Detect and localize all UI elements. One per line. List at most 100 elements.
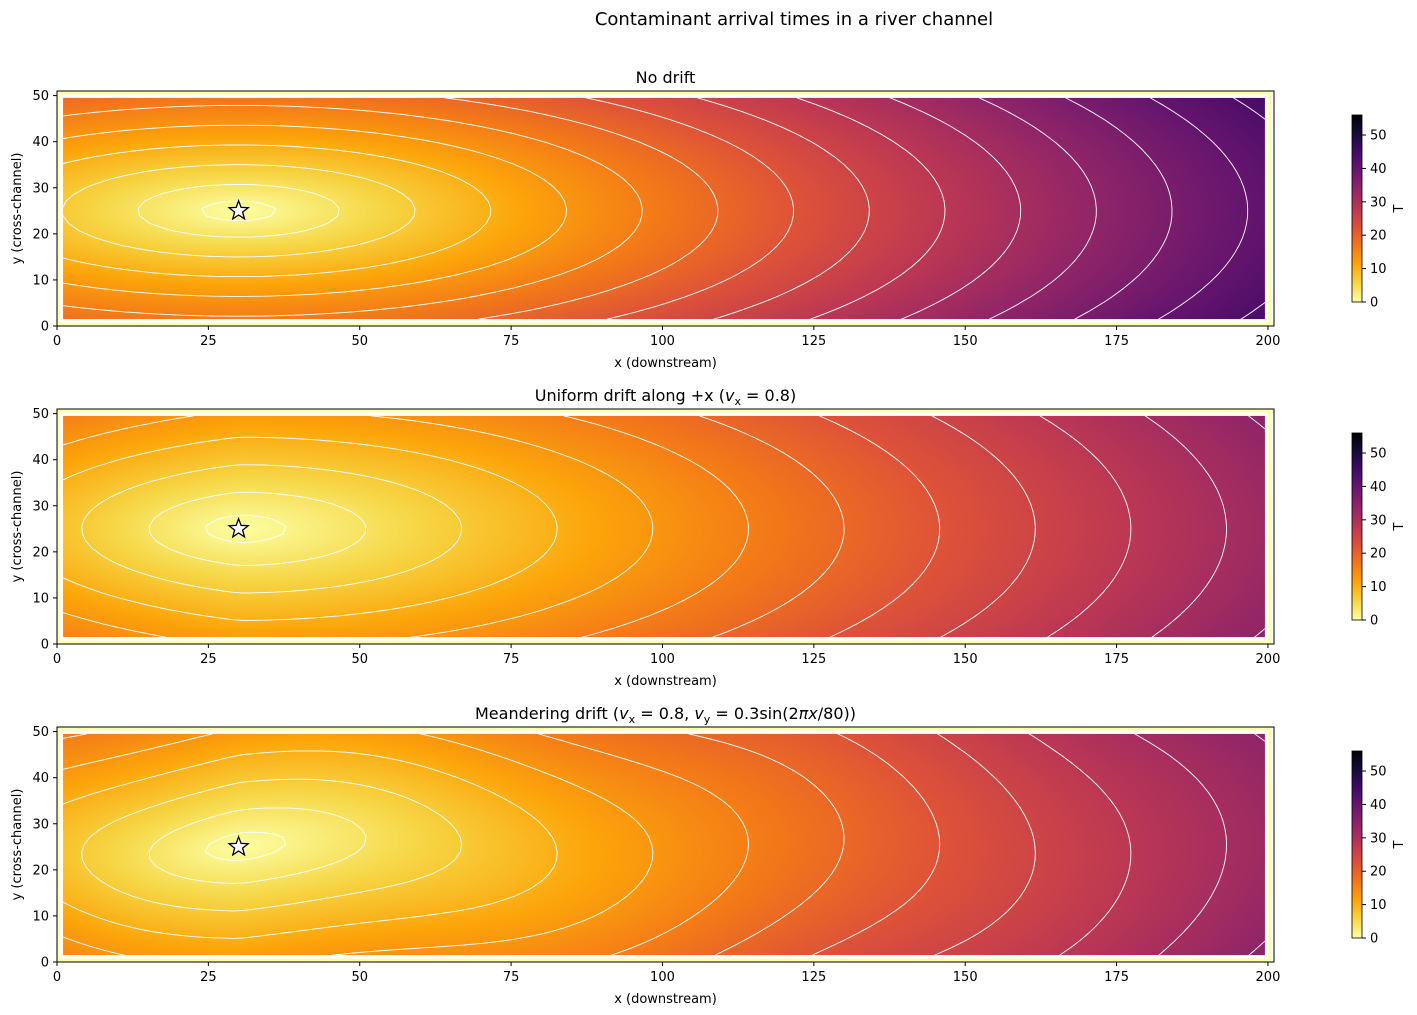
contour-line bbox=[137, 184, 340, 238]
colorbar-tick-label: 10 bbox=[1370, 580, 1387, 595]
colorbar-tick-label: 10 bbox=[1370, 262, 1387, 277]
y-tick-label: 10 bbox=[32, 909, 49, 924]
source-star-marker bbox=[227, 834, 250, 857]
contour-line bbox=[796, 97, 946, 320]
contour-line bbox=[62, 436, 558, 621]
y-tick-label: 50 bbox=[32, 407, 49, 422]
colorbar-gradient bbox=[1351, 750, 1363, 939]
contour-line bbox=[978, 97, 1097, 320]
x-tick-label: 125 bbox=[801, 334, 826, 349]
x-tick-label: 150 bbox=[953, 970, 978, 985]
colorbar-tick-label: 30 bbox=[1370, 195, 1387, 210]
y-tick-label: 10 bbox=[32, 273, 49, 288]
figure-title: Contaminant arrival times in a river cha… bbox=[595, 9, 993, 30]
contour-line bbox=[81, 464, 463, 594]
heatmap-field bbox=[63, 733, 1265, 956]
source-star-marker bbox=[227, 198, 250, 221]
y-tick-label: 30 bbox=[32, 499, 49, 514]
x-tick-label: 200 bbox=[1256, 970, 1281, 985]
contour-line bbox=[204, 831, 287, 861]
contour-lines bbox=[62, 97, 1266, 320]
channel-boundary bbox=[57, 727, 1272, 962]
contour-line bbox=[62, 144, 492, 278]
colorbar-tick-label: 20 bbox=[1370, 865, 1387, 880]
contour-line bbox=[62, 124, 567, 297]
x-tick-label: 100 bbox=[650, 334, 675, 349]
colorbar-tick-label: 30 bbox=[1370, 831, 1387, 846]
contour-line bbox=[1248, 415, 1266, 638]
x-tick-label: 175 bbox=[1104, 652, 1129, 667]
panel-2: Uniform drift along +x (vx = 0.8) 0 25 50 75… bbox=[10, 386, 1407, 689]
colorbar-label: T bbox=[1392, 204, 1407, 213]
colorbar-label: T bbox=[1392, 522, 1407, 531]
x-tick-label: 50 bbox=[351, 652, 368, 667]
x-tick-label: 100 bbox=[650, 652, 675, 667]
x-tick-label: 0 bbox=[53, 334, 61, 349]
contour-line bbox=[1233, 97, 1266, 320]
colorbar-tick-label: 20 bbox=[1370, 547, 1387, 562]
colorbar-tick-label: 10 bbox=[1370, 898, 1387, 913]
colorbar-tick-label: 0 bbox=[1370, 932, 1378, 947]
contour-line bbox=[1248, 733, 1266, 956]
x-tick-label: 25 bbox=[200, 334, 217, 349]
y-tick-label: 50 bbox=[32, 89, 49, 104]
contour-line bbox=[148, 491, 367, 566]
y-axis: 0 10 20 30 40 50 y (cross-channel) bbox=[10, 725, 57, 971]
panel-3: Meandering drift (vx = 0.8, vy = 0.3sin(… bbox=[10, 704, 1407, 1007]
contour-line bbox=[62, 104, 643, 317]
y-tick-label: 50 bbox=[32, 725, 49, 740]
y-tick-label: 0 bbox=[41, 320, 49, 335]
x-tick-label: 125 bbox=[801, 970, 826, 985]
x-tick-label: 100 bbox=[650, 970, 675, 985]
plot-area bbox=[57, 91, 1274, 326]
y-tick-label: 20 bbox=[32, 227, 49, 242]
contour-line bbox=[586, 97, 795, 320]
channel-boundary bbox=[57, 409, 1272, 644]
contour-line bbox=[934, 733, 1036, 956]
contour-line bbox=[563, 415, 749, 638]
colorbar-tick-label: 40 bbox=[1370, 162, 1387, 177]
contour-line bbox=[697, 97, 870, 320]
contour-line bbox=[1149, 97, 1249, 320]
x-axis-label: x (downstream) bbox=[614, 674, 717, 689]
y-axis: 0 10 20 30 40 50 y (cross-channel) bbox=[10, 407, 57, 653]
heatmap-field bbox=[63, 415, 1265, 638]
channel-boundary bbox=[57, 91, 1272, 326]
y-axis-label: y (cross-channel) bbox=[10, 471, 25, 583]
contour-line bbox=[811, 733, 941, 956]
x-tick-label: 50 bbox=[351, 970, 368, 985]
colorbar-tick-label: 20 bbox=[1370, 229, 1387, 244]
colorbar-tick-label: 0 bbox=[1370, 296, 1378, 311]
x-tick-label: 175 bbox=[1104, 334, 1129, 349]
contour-line bbox=[1039, 415, 1132, 638]
panel-title: No drift bbox=[636, 68, 696, 87]
contour-line bbox=[1028, 733, 1132, 956]
colorbar: 0 10 20 30 40 50 T bbox=[1351, 750, 1407, 947]
colorbar-tick-label: 40 bbox=[1370, 480, 1387, 495]
x-tick-label: 25 bbox=[200, 970, 217, 985]
colorbar-tick-label: 40 bbox=[1370, 798, 1387, 813]
contour-line bbox=[148, 807, 367, 884]
y-tick-label: 0 bbox=[41, 638, 49, 653]
x-axis: 0 25 50 75 100 125 150 175 200 x (downstream) bbox=[53, 326, 1280, 371]
contour-line bbox=[699, 415, 845, 638]
x-axis-label: x (downstream) bbox=[614, 992, 717, 1007]
x-tick-label: 0 bbox=[53, 652, 61, 667]
x-tick-label: 25 bbox=[200, 652, 217, 667]
colorbar-tick-label: 50 bbox=[1370, 447, 1387, 462]
x-tick-label: 75 bbox=[503, 652, 520, 667]
y-axis: 0 10 20 30 40 50 y (cross-channel) bbox=[10, 89, 57, 335]
x-axis: 0 25 50 75 100 125 150 175 200 x (downstream) bbox=[53, 644, 1281, 689]
contour-line bbox=[62, 733, 749, 956]
plot-area bbox=[57, 409, 1274, 644]
y-tick-label: 20 bbox=[32, 863, 49, 878]
colorbar-gradient bbox=[1351, 114, 1363, 303]
plot-area bbox=[57, 727, 1274, 962]
x-tick-label: 200 bbox=[1256, 652, 1281, 667]
x-tick-label: 150 bbox=[953, 334, 978, 349]
y-tick-label: 40 bbox=[32, 453, 49, 468]
contour-line bbox=[62, 415, 654, 638]
panel-title: Meandering drift (vx = 0.8, vy = 0.3sin(… bbox=[475, 704, 856, 726]
